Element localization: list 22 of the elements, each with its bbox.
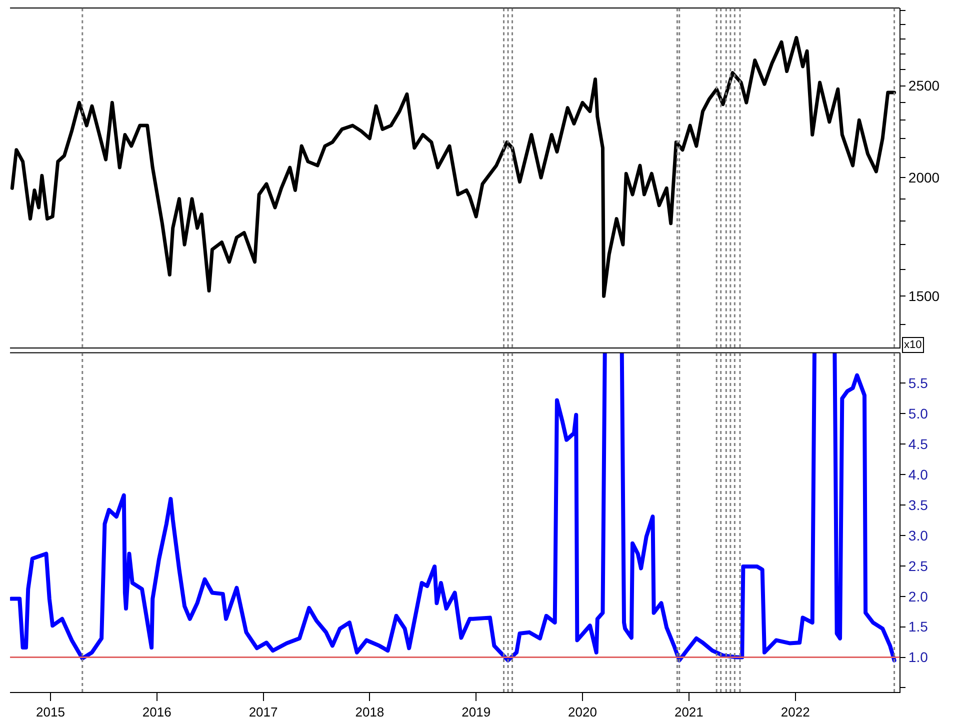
y-tick-label: 2.5 xyxy=(908,558,928,574)
text: x10 xyxy=(904,339,922,351)
x-tick-label: 2019 xyxy=(462,704,491,720)
x-tick-label: 2021 xyxy=(674,704,704,720)
y-tick-label: 2.0 xyxy=(908,588,928,604)
y-tick-label: 1500 xyxy=(908,288,940,304)
y-tick-label: 3.0 xyxy=(908,527,928,544)
x-tick-label: 2018 xyxy=(355,704,384,720)
x-tick-label: 2017 xyxy=(248,704,278,720)
x-tick-label: 2015 xyxy=(36,704,65,720)
y-tick-label: 4.0 xyxy=(908,466,928,482)
y-tick-label: 5.0 xyxy=(908,406,928,422)
x-tick-label: 2022 xyxy=(780,704,810,720)
x-tick-label: 2020 xyxy=(568,704,597,720)
y-tick-label: 1.5 xyxy=(908,618,928,635)
y-tick-label: 4.5 xyxy=(908,436,928,452)
y-tick-label: 3.5 xyxy=(908,496,928,513)
y-tick-label: 1.0 xyxy=(908,649,928,666)
y-tick-label: 2500 xyxy=(908,78,940,94)
x-tick-label: 2016 xyxy=(142,704,172,720)
y-tick-label: 2000 xyxy=(908,170,940,186)
y-tick-label: 5.5 xyxy=(908,375,928,392)
